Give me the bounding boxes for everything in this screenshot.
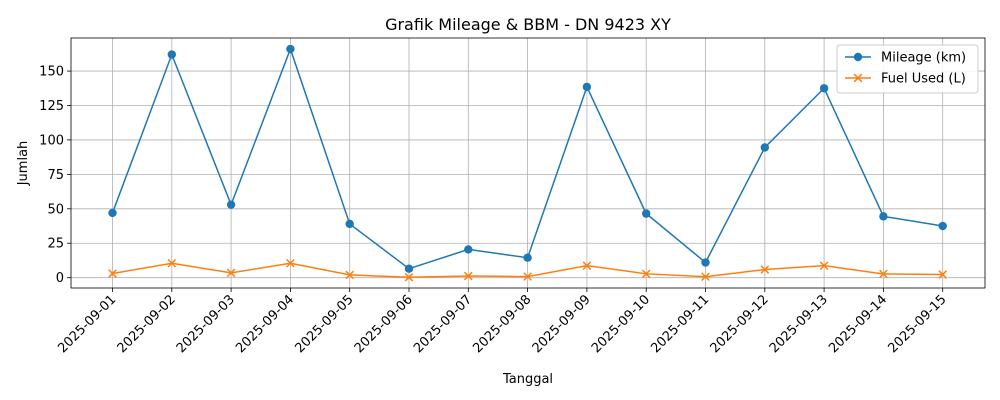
data-point [701,258,710,267]
data-point [167,258,177,268]
series-1 [108,258,948,282]
legend-item: Mileage (km) [845,51,966,66]
data-point [226,268,236,278]
y-tick-label: 75 [47,168,64,183]
series-0 [108,44,947,273]
data-point [879,269,888,279]
data-point [167,50,176,59]
data-point [879,212,888,221]
legend-marker [853,73,863,83]
data-point [345,270,355,280]
data-point [641,269,651,279]
data-point [286,44,295,54]
y-tick-label: 25 [47,237,64,252]
y-tick-label: 0 [56,271,64,286]
data-point [523,253,532,262]
data-point [701,272,710,282]
data-point [464,245,473,254]
data-point [404,264,414,273]
y-tick-label: 100 [39,133,64,148]
y-tick-label: 50 [47,202,64,217]
x-axis-label: Tanggal [502,372,553,387]
data-point [819,261,829,271]
data-point [760,143,769,152]
data-point [523,272,532,281]
legend-box [836,44,979,94]
legend-item: Fuel Used (L) [845,72,966,87]
data-point [582,82,592,92]
y-tick-label: 125 [39,99,64,114]
data-point [226,200,236,209]
data-point [938,221,947,231]
data-point [582,261,592,271]
data-point [760,265,770,274]
data-point [819,84,829,93]
legend-marker [853,52,863,62]
data-point [938,270,948,279]
data-point [286,258,295,268]
grid-lines [71,38,985,288]
data-point [642,209,651,218]
y-tick-label: 150 [39,65,64,80]
data-point [404,272,414,282]
chart-title: Grafik Mileage & BBM - DN 9423 XY [385,15,671,34]
y-axis-label: Jumlah [16,141,31,187]
legend-label: Mileage (km) [881,51,966,66]
data-point [463,271,473,281]
series-layer [108,44,948,282]
data-point [108,208,117,218]
plot-frame [70,37,986,289]
data-point [108,269,117,278]
legend-label: Fuel Used (L) [881,72,966,87]
legend: Mileage (km) Fuel Used (L) [836,44,979,94]
data-point [345,219,354,229]
